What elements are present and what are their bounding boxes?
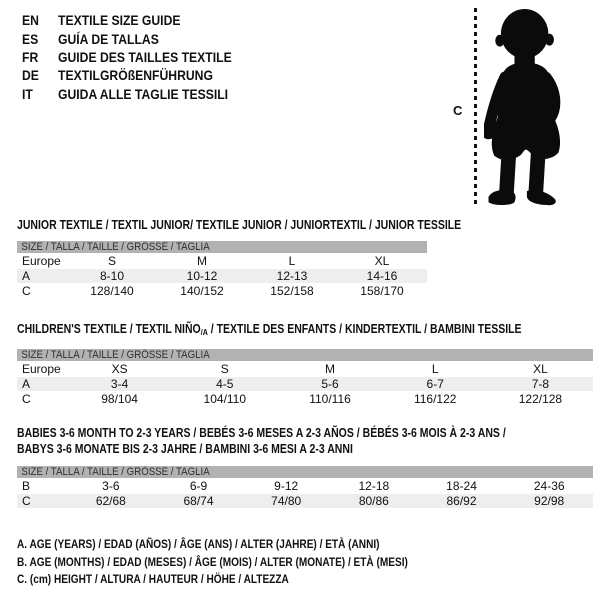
footnote-a: A. AGE (YEARS) / EDAD (AÑOS) / ÂGE (ANS)…	[17, 537, 380, 551]
language-code: FR	[22, 48, 39, 65]
junior-table: SIZE / TALLA / TAILLE / GRÖSSE / TAGLIA …	[17, 241, 427, 298]
language-row-de: DE TEXTILGRÖßENFÜHRUNG	[22, 66, 258, 84]
value-cell: 158/170	[360, 284, 404, 298]
region-label: Europe	[22, 254, 61, 268]
language-code: EN	[22, 12, 39, 29]
babies-table: SIZE / TALLA / TAILLE / GRÖSSE / TAGLIA …	[17, 466, 593, 508]
language-row-it: IT GUIDA ALLE TAGLIE TESSILI	[22, 85, 258, 103]
size-cell: XS	[111, 362, 128, 376]
size-bar-label: SIZE / TALLA / TAILLE / GRÖSSE / TAGLIA	[21, 349, 210, 361]
junior-row-c: C 128/140 140/152 152/158 158/170	[17, 283, 427, 298]
value-cell: 18-24	[446, 479, 477, 493]
value-cell: 92/98	[534, 494, 565, 508]
row-label: A	[22, 377, 31, 391]
value-cell: 128/140	[90, 284, 134, 298]
language-row-fr: FR GUIDE DES TAILLES TEXTILE	[22, 48, 258, 66]
value-cell: 5-6	[321, 377, 339, 391]
row-label: B	[22, 479, 31, 493]
value-cell: 80/86	[358, 494, 389, 508]
language-title: GUIDA ALLE TAGLIE TESSILI	[58, 85, 229, 102]
value-cell: 152/158	[270, 284, 314, 298]
value-cell: 86/92	[446, 494, 477, 508]
value-cell: 98/104	[101, 392, 138, 406]
value-cell: 6-7	[426, 377, 444, 391]
value-cell: 110/116	[309, 392, 351, 406]
language-title: GUIDE DES TAILLES TEXTILE	[58, 48, 232, 65]
baby-silhouette-image	[484, 8, 561, 206]
language-code: IT	[22, 85, 33, 102]
value-cell: 3-4	[110, 377, 129, 391]
size-cell: S	[220, 362, 229, 376]
size-cell: M	[197, 254, 207, 268]
footnote-b: B. AGE (MONTHS) / EDAD (MESES) / ÂGE (MO…	[17, 554, 408, 569]
children-title-text: / TEXTILE DES ENFANTS / KINDERTEXTIL / B…	[207, 322, 522, 336]
children-title-subscript: /A	[200, 327, 208, 337]
babies-size-bar: SIZE / TALLA / TAILLE / GRÖSSE / TAGLIA	[17, 466, 593, 478]
size-cell: L	[288, 254, 296, 268]
children-size-bar: SIZE / TALLA / TAILLE / GRÖSSE / TAGLIA	[17, 349, 593, 361]
row-label: C	[22, 284, 31, 298]
height-dotted-line	[474, 8, 477, 208]
children-table: SIZE / TALLA / TAILLE / GRÖSSE / TAGLIA …	[17, 349, 593, 406]
babies-section-title-line1: BABIES 3-6 MONTH TO 2-3 YEARS / BEBÉS 3-…	[17, 426, 506, 440]
value-cell: 9-12	[274, 479, 299, 493]
language-code: ES	[22, 30, 39, 47]
value-cell: 14-16	[366, 269, 398, 283]
babies-row-b: B 3-6 6-9 9-12 12-18 18-24 24-36	[17, 478, 593, 493]
value-cell: 8-10	[99, 269, 125, 283]
value-cell: 62/68	[95, 494, 126, 508]
junior-section-title: JUNIOR TEXTILE / TEXTIL JUNIOR/ TEXTILE …	[17, 218, 462, 232]
language-row-en: EN TEXTILE SIZE GUIDE	[22, 11, 258, 29]
value-cell: 116/122	[413, 392, 457, 406]
footnote-c: C. (cm) HEIGHT / ALTURA / HAUTEUR / HÖHE…	[17, 572, 289, 587]
size-cell: S	[107, 254, 116, 268]
babies-section-title-line2: BABYS 3-6 MONATE BIS 2-3 JAHRE / BAMBINI…	[17, 442, 353, 456]
size-bar-label: SIZE / TALLA / TAILLE / GRÖSSE / TAGLIA	[21, 241, 210, 253]
babies-row-c: C 62/68 68/74 74/80 80/86 86/92 92/98	[17, 493, 593, 508]
value-cell: 12-13	[276, 269, 308, 283]
size-cell: L	[431, 362, 439, 376]
value-cell: 140/152	[180, 284, 224, 298]
size-cell: M	[325, 362, 335, 376]
language-title: TEXTILE SIZE GUIDE	[58, 12, 181, 29]
value-cell: 122/128	[518, 392, 563, 406]
value-cell: 7-8	[531, 377, 550, 391]
height-marker-label: C	[453, 103, 463, 118]
value-cell: 68/74	[183, 494, 214, 508]
children-section-title: CHILDREN'S TEXTILE / TEXTIL NIÑO/A / TEX…	[17, 322, 522, 337]
value-cell: 104/110	[203, 392, 247, 406]
value-cell: 24-36	[533, 479, 565, 493]
children-title-text: CHILDREN'S TEXTILE / TEXTIL NIÑO	[17, 322, 201, 336]
value-cell: 6-9	[189, 479, 208, 493]
language-title: TEXTILGRÖßENFÜHRUNG	[58, 67, 213, 84]
value-cell: 74/80	[271, 494, 302, 508]
row-label: A	[22, 269, 31, 283]
size-cell: XL	[533, 362, 548, 376]
row-label: C	[22, 392, 31, 406]
children-row-a: A 3-4 4-5 5-6 6-7 7-8	[17, 376, 593, 391]
size-cell: XL	[374, 254, 390, 268]
row-label: C	[22, 494, 31, 508]
junior-row-a: A 8-10 10-12 12-13 14-16	[17, 268, 427, 283]
value-cell: 3-6	[102, 479, 120, 493]
region-label: Europe	[22, 362, 61, 376]
language-title-list: EN TEXTILE SIZE GUIDE ES GUÍA DE TALLAS …	[22, 11, 258, 103]
value-cell: 10-12	[186, 269, 218, 283]
language-title: GUÍA DE TALLAS	[58, 30, 159, 47]
footnote-legend: A. AGE (YEARS) / EDAD (AÑOS) / ÂGE (ANS)…	[17, 537, 482, 590]
children-row-c: C 98/104 104/110 110/116 116/122 122/128	[17, 391, 593, 406]
language-row-es: ES GUÍA DE TALLAS	[22, 29, 258, 47]
value-cell: 12-18	[358, 479, 390, 493]
language-code: DE	[22, 67, 39, 84]
value-cell: 4-5	[216, 377, 234, 391]
junior-size-bar: SIZE / TALLA / TAILLE / GRÖSSE / TAGLIA	[17, 241, 427, 253]
junior-header-row: Europe S M L XL	[17, 253, 427, 268]
children-header-row: Europe XS S M L XL	[17, 361, 593, 376]
size-bar-label: SIZE / TALLA / TAILLE / GRÖSSE / TAGLIA	[21, 466, 210, 478]
